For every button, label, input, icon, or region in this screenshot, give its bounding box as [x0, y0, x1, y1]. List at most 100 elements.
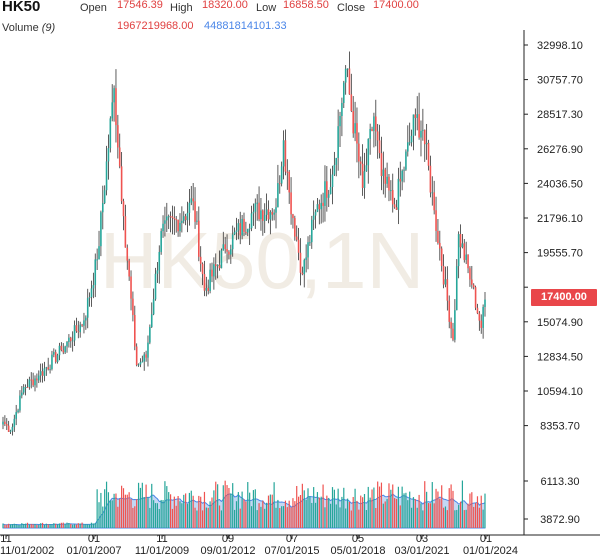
volume-bar [8, 523, 10, 528]
candle [465, 241, 467, 265]
candle [147, 335, 149, 367]
candle [9, 429, 12, 434]
candle [49, 364, 51, 374]
volume-bar [465, 509, 467, 528]
volume-bar [405, 492, 407, 528]
volume-label: Volume (9) [2, 22, 55, 34]
candle [442, 254, 445, 289]
volume-bar [271, 494, 273, 528]
volume-bar [484, 493, 486, 528]
candle [254, 198, 257, 229]
volume-bar [284, 500, 287, 528]
candle [86, 288, 89, 329]
candle [245, 221, 247, 235]
last-price-tag: 17400.00 [531, 289, 597, 306]
candle [288, 169, 290, 204]
y-tick-label: 21796.10 [537, 213, 583, 225]
volume-bar [331, 487, 334, 528]
volume-bar [288, 500, 290, 528]
symbol-title: HK50 [2, 0, 41, 15]
volume-bar [386, 498, 388, 528]
candle [22, 384, 25, 395]
x-tick-date-label: 01/01/2024 [463, 545, 518, 557]
volume-bar [243, 499, 245, 528]
candle [423, 129, 426, 162]
volume-bar [49, 524, 51, 528]
volume-bar [339, 507, 341, 528]
volume-bar [94, 523, 96, 528]
candle [307, 236, 309, 270]
candle [26, 378, 29, 389]
candle [286, 159, 289, 190]
volume-bar [177, 496, 179, 528]
volume-bar [239, 508, 241, 528]
high-label: High [170, 2, 193, 14]
volume-bar [476, 496, 479, 528]
candle [352, 96, 355, 138]
candle [73, 320, 76, 346]
candle [476, 303, 479, 315]
volume-bar [211, 497, 213, 528]
candle [431, 176, 434, 206]
volume-bar [395, 498, 398, 528]
volume-bar [382, 503, 384, 528]
volume-bar [230, 493, 232, 528]
candle [455, 259, 458, 311]
candle [378, 124, 381, 159]
volume-bar [397, 486, 399, 528]
candle [246, 228, 249, 237]
volume-bar [296, 485, 298, 528]
candle [408, 122, 411, 146]
volume-bar [471, 492, 473, 528]
volume-bar [318, 497, 320, 528]
volume-bar [45, 523, 47, 528]
volume-bar [247, 482, 249, 528]
candle [384, 167, 387, 198]
candle [433, 180, 435, 215]
candle [62, 343, 65, 355]
volume-bar [19, 524, 21, 528]
volume-bar [83, 524, 85, 528]
volume-bar [252, 490, 255, 528]
volume-bar [290, 507, 292, 528]
candle [314, 209, 317, 229]
volume-bar [286, 507, 288, 528]
x-tick-date-label: 01/01/2007 [66, 545, 121, 557]
candle [201, 262, 204, 286]
candle [346, 68, 349, 78]
volume-bar [474, 502, 477, 528]
volume-bar [324, 507, 326, 528]
volume-bar [362, 497, 364, 528]
volume-bar [171, 508, 174, 528]
x-tick-top-label: 07 [286, 533, 298, 545]
candle [120, 151, 123, 205]
volume-bar [60, 522, 62, 528]
volume-bar [198, 495, 200, 528]
close-value: 17400.00 [373, 0, 419, 11]
volume-bar [17, 524, 19, 528]
y-tick-label: 32998.10 [537, 40, 583, 52]
volume-bar [313, 487, 315, 528]
volume-bar [350, 510, 352, 528]
volume-bar [333, 489, 335, 528]
candle [359, 156, 362, 176]
volume-bar [303, 490, 305, 528]
candle [117, 114, 119, 159]
volume-bar [179, 501, 181, 528]
candle [160, 228, 162, 255]
candle [60, 342, 63, 352]
volume-bar [58, 523, 61, 528]
volume-bar [437, 491, 439, 528]
volume-bar [463, 510, 465, 528]
candle [260, 198, 262, 231]
candle [275, 198, 277, 229]
candle [358, 132, 360, 179]
candle [122, 198, 125, 231]
y-tick-label: 19555.70 [537, 248, 583, 260]
volume-bar [57, 524, 59, 528]
candle [407, 125, 409, 157]
candle [53, 348, 55, 358]
candle [66, 340, 68, 353]
candle [230, 244, 232, 264]
